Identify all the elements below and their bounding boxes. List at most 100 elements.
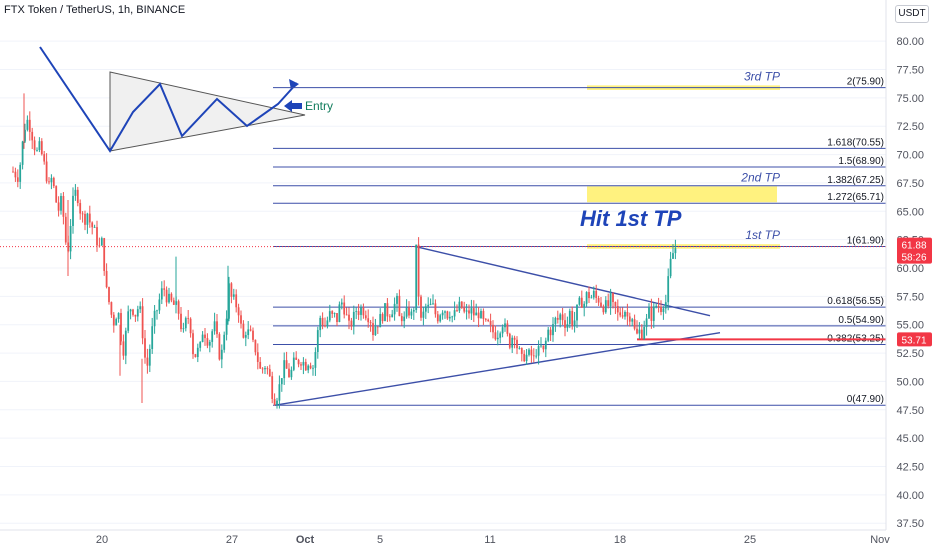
candle-body xyxy=(326,320,329,327)
candle-body xyxy=(475,312,478,316)
candle-body xyxy=(340,302,343,305)
price-tick-label: 60.00 xyxy=(896,263,924,275)
candle-body xyxy=(314,352,317,368)
candle-body xyxy=(585,292,588,304)
candle-body xyxy=(273,398,276,405)
candle-body xyxy=(552,324,554,336)
candle-body xyxy=(559,314,562,320)
candle-body xyxy=(628,316,631,322)
candle-body xyxy=(26,119,29,130)
candle-body xyxy=(396,295,398,304)
candle-body xyxy=(235,294,238,308)
candle-body xyxy=(153,310,156,327)
candle-body xyxy=(266,368,269,370)
price-tick-label: 47.50 xyxy=(896,405,924,417)
candle-body xyxy=(631,319,634,322)
candle-body xyxy=(468,310,470,314)
candle-body xyxy=(408,307,410,316)
candle-body xyxy=(19,164,22,182)
candle-body xyxy=(480,310,482,319)
candle-body xyxy=(441,312,444,316)
candle-body xyxy=(506,323,509,334)
price-axis[interactable]: 80.0077.5075.0072.5070.0067.5065.0062.50… xyxy=(885,0,932,530)
candle-body xyxy=(600,302,602,307)
candle-body xyxy=(489,321,492,325)
hit-1st-tp-label: Hit 1st TP xyxy=(580,206,682,231)
candle-body xyxy=(160,288,163,300)
time-axis[interactable]: 20 27 Oct 5 11 18 25 Nov xyxy=(0,529,890,546)
candle-body xyxy=(163,288,166,290)
candle-body xyxy=(211,331,214,342)
price-badge xyxy=(897,332,932,347)
triangle-pattern-schematic: Entry xyxy=(39,46,333,153)
candle-body xyxy=(43,154,46,162)
price-tick-label: 55.00 xyxy=(896,320,924,332)
candle-body xyxy=(448,316,451,319)
candle-body xyxy=(640,329,643,339)
candle-body xyxy=(278,384,281,401)
candle-body xyxy=(602,306,605,313)
candle-body xyxy=(165,289,168,303)
candle-body xyxy=(528,349,530,355)
candle-body xyxy=(400,316,403,322)
candle-body xyxy=(451,316,454,318)
fib-level-label: 1.382(67.25) xyxy=(827,175,884,186)
candle-body xyxy=(148,348,151,366)
candle-body xyxy=(415,244,418,310)
candle-body xyxy=(621,315,624,317)
candle-body xyxy=(134,314,137,317)
candle-body xyxy=(624,312,626,317)
candle-body xyxy=(86,213,89,225)
candle-body xyxy=(172,300,175,305)
candle-body xyxy=(98,245,101,247)
candle-body xyxy=(369,322,372,324)
candle-body xyxy=(216,321,218,335)
candle-body xyxy=(588,292,590,299)
candle-body xyxy=(108,287,110,303)
time-tick-label: 18 xyxy=(614,534,626,546)
pattern-triangle xyxy=(109,71,306,152)
currency-button[interactable]: USDT xyxy=(895,5,929,23)
candle-body xyxy=(345,314,348,316)
candle-body xyxy=(316,330,319,353)
candle-body xyxy=(196,347,199,358)
candle-body xyxy=(537,346,540,356)
candle-body xyxy=(357,311,360,315)
candle-body xyxy=(201,334,204,343)
candle-body xyxy=(312,367,314,369)
price-tick-label: 65.00 xyxy=(896,206,924,218)
candle-body xyxy=(218,334,221,360)
candle-body xyxy=(319,317,322,331)
candle-body xyxy=(424,306,427,312)
candle-body xyxy=(616,306,619,313)
candle-body xyxy=(252,330,254,340)
candle-body xyxy=(280,378,283,385)
candle-body xyxy=(547,329,550,341)
candle-body xyxy=(374,326,377,336)
candle-body xyxy=(664,302,667,309)
candle-body xyxy=(652,306,655,321)
candle-body xyxy=(384,303,386,322)
candle-body xyxy=(576,304,578,321)
candle-body xyxy=(321,317,324,326)
candle-body xyxy=(14,171,17,178)
time-tick-label: 25 xyxy=(744,534,756,546)
candle-body xyxy=(249,329,252,331)
candle-body xyxy=(398,295,401,317)
candle-body xyxy=(352,311,355,327)
candle-body xyxy=(292,357,295,370)
candle-body xyxy=(525,354,528,362)
candle-body xyxy=(554,317,557,325)
candle-body xyxy=(158,299,161,311)
candle-body xyxy=(304,361,307,371)
candle-body xyxy=(232,294,235,297)
candle-body xyxy=(405,307,408,317)
candle-body xyxy=(194,354,197,358)
price-badge-countdown: 58:26 xyxy=(901,253,926,264)
candle-body xyxy=(331,311,334,314)
candle-body xyxy=(614,302,617,307)
candle-body xyxy=(21,141,24,165)
candle-body xyxy=(484,318,487,320)
candle-body xyxy=(669,258,672,277)
